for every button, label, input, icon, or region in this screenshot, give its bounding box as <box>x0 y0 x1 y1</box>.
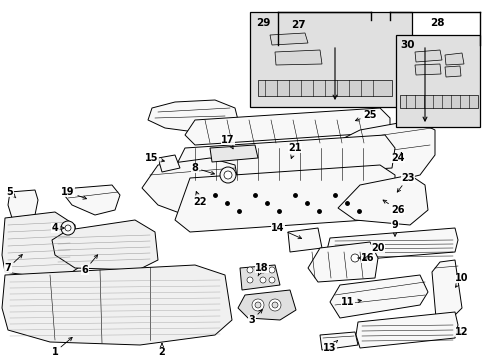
Circle shape <box>254 302 261 308</box>
Polygon shape <box>142 158 240 215</box>
Polygon shape <box>337 175 427 225</box>
Circle shape <box>260 277 265 283</box>
Polygon shape <box>175 165 394 232</box>
Circle shape <box>260 267 265 273</box>
Text: 23: 23 <box>396 173 414 192</box>
Circle shape <box>246 277 252 283</box>
Circle shape <box>251 299 264 311</box>
Polygon shape <box>8 190 38 218</box>
Polygon shape <box>274 50 321 65</box>
Text: 22: 22 <box>193 192 206 207</box>
Polygon shape <box>326 228 457 262</box>
Text: 18: 18 <box>255 263 268 276</box>
Polygon shape <box>209 145 258 162</box>
Polygon shape <box>2 212 78 280</box>
Polygon shape <box>148 100 238 132</box>
Polygon shape <box>240 265 280 290</box>
Circle shape <box>271 302 278 308</box>
Polygon shape <box>65 185 120 215</box>
Polygon shape <box>2 265 231 345</box>
Text: 30: 30 <box>399 40 414 50</box>
Polygon shape <box>319 332 357 350</box>
Polygon shape <box>399 95 477 108</box>
Polygon shape <box>414 50 441 62</box>
Text: 1: 1 <box>52 337 72 357</box>
Text: 3: 3 <box>248 310 262 325</box>
Text: 6: 6 <box>81 255 98 275</box>
Polygon shape <box>444 53 463 65</box>
Circle shape <box>350 254 358 262</box>
Text: 9: 9 <box>391 220 398 236</box>
Text: 10: 10 <box>454 273 468 287</box>
Text: 7: 7 <box>4 255 22 273</box>
Polygon shape <box>52 220 158 270</box>
Polygon shape <box>431 260 461 320</box>
Text: 20: 20 <box>362 243 384 260</box>
Text: 5: 5 <box>7 187 16 198</box>
Circle shape <box>224 171 231 179</box>
Polygon shape <box>238 290 295 320</box>
Text: 25: 25 <box>355 110 376 121</box>
Text: 29: 29 <box>256 18 270 28</box>
Circle shape <box>268 299 281 311</box>
Polygon shape <box>355 312 457 348</box>
Text: 24: 24 <box>390 152 404 163</box>
Text: 2: 2 <box>158 343 165 357</box>
Circle shape <box>268 267 274 273</box>
Circle shape <box>65 225 71 231</box>
Polygon shape <box>287 228 321 252</box>
Text: 4: 4 <box>52 223 64 233</box>
Text: 14: 14 <box>271 223 301 239</box>
Text: 8: 8 <box>191 163 214 175</box>
Circle shape <box>246 267 252 273</box>
Polygon shape <box>307 242 377 282</box>
Text: 26: 26 <box>382 200 404 215</box>
Polygon shape <box>339 120 434 180</box>
Polygon shape <box>158 155 180 172</box>
Text: 28: 28 <box>429 18 444 28</box>
Polygon shape <box>175 135 394 182</box>
Bar <box>395 35 479 127</box>
Circle shape <box>268 277 274 283</box>
Polygon shape <box>329 275 427 318</box>
Text: 27: 27 <box>290 20 305 30</box>
Text: 21: 21 <box>287 143 301 158</box>
Text: 17: 17 <box>221 135 234 149</box>
Circle shape <box>61 221 75 235</box>
Text: 16: 16 <box>357 253 374 263</box>
Text: 12: 12 <box>454 327 468 337</box>
Polygon shape <box>444 66 460 77</box>
Circle shape <box>220 167 236 183</box>
Text: 11: 11 <box>341 297 361 307</box>
Polygon shape <box>414 64 440 75</box>
Polygon shape <box>184 108 389 145</box>
Text: 15: 15 <box>145 153 164 163</box>
Text: 19: 19 <box>61 187 86 199</box>
Bar <box>249 12 411 107</box>
Circle shape <box>346 249 363 267</box>
Text: 13: 13 <box>323 341 337 353</box>
Polygon shape <box>269 33 307 45</box>
Polygon shape <box>258 80 391 96</box>
